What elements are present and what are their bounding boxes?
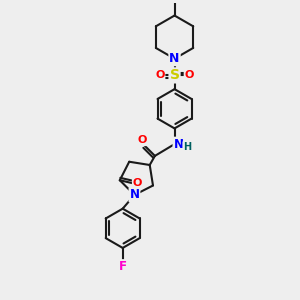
Text: S: S — [169, 68, 179, 83]
Text: O: O — [133, 178, 142, 188]
Text: N: N — [173, 138, 184, 151]
Text: O: O — [137, 135, 147, 145]
Text: F: F — [119, 260, 127, 273]
Text: N: N — [169, 52, 180, 65]
Text: N: N — [130, 188, 140, 201]
Text: H: H — [183, 142, 191, 152]
Text: O: O — [184, 70, 194, 80]
Text: O: O — [155, 70, 164, 80]
